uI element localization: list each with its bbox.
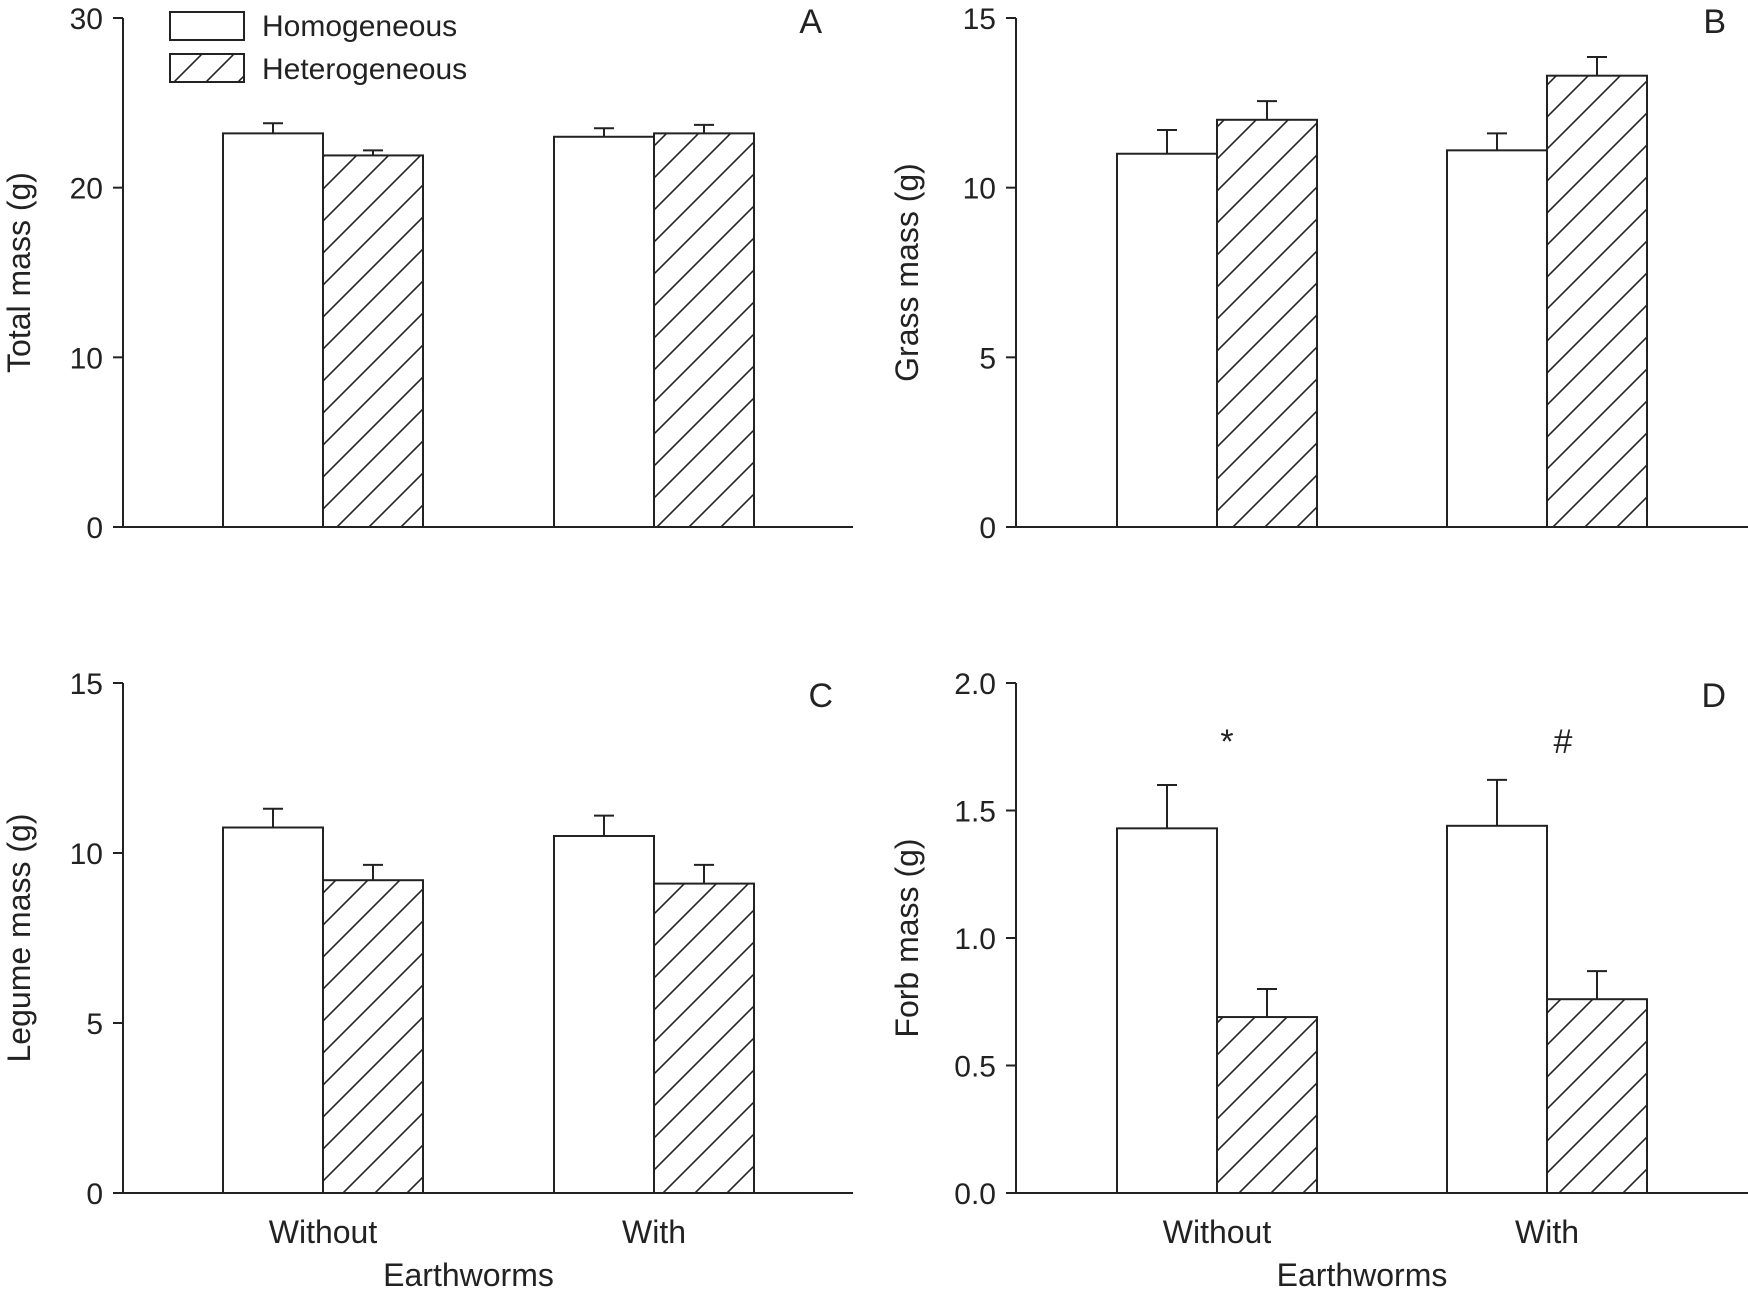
legend: Homogeneous Heterogeneous [169,10,467,86]
bar-homogeneous [222,132,324,529]
y-tick-label: 20 [70,173,103,206]
y-tick-label: 2.0 [954,668,996,701]
bar-heterogeneous [322,154,424,528]
panel-label: D [1701,677,1726,715]
y-tick-label: 15 [70,668,103,701]
y-axis-label: Legume mass (g) [1,814,37,1063]
bar-homogeneous [1116,152,1218,528]
significance-marker: * [1220,723,1233,761]
bar-heterogeneous [1546,74,1648,528]
bar-homogeneous [1116,827,1218,1194]
bar-heterogeneous [653,882,755,1194]
y-tick-label: 1.0 [954,923,996,956]
panel-label: A [799,3,822,41]
panel-d-forb-mass: 0.0 0.5 1.0 1.5 2.0 Forb mass (g) D Without * Wit… [889,668,1748,1293]
bar-homogeneous [553,835,655,1194]
x-tick-label: Without [269,1214,378,1250]
y-tick-label: 15 [963,3,996,36]
panel-b-grass-mass: 0 5 10 15 Grass mass (g) B [889,3,1748,545]
bar-heterogeneous [1216,118,1318,529]
y-axis-label: Total mass (g) [1,172,37,373]
x-axis-label: Earthworms [1277,1257,1448,1293]
y-axis-label: Forb mass (g) [889,838,925,1037]
y-tick-label: 10 [963,173,996,206]
bar-heterogeneous [322,879,424,1194]
panel-label: B [1703,3,1726,41]
x-tick-label: Without [1163,1214,1272,1250]
y-tick-label: 10 [70,838,103,871]
panel-a-total-mass: 0 10 20 30 Total mass (g) A [1,3,853,545]
legend-label-homogeneous: Homogeneous [262,10,457,43]
legend-swatch-heterogeneous [169,53,245,83]
bar-homogeneous [1446,824,1548,1194]
y-tick-label: 1.5 [954,796,996,829]
legend-swatch-homogeneous [169,11,245,41]
y-tick-label: 5 [979,342,996,375]
y-tick-label: 0 [86,512,103,545]
bar-homogeneous [222,826,324,1194]
y-tick-label: 0 [86,1178,103,1211]
y-tick-label: 5 [86,1008,103,1041]
significance-marker: # [1554,723,1573,761]
y-tick-label: 30 [70,3,103,36]
x-axis-label: Earthworms [383,1257,554,1293]
bar-heterogeneous [1216,1016,1318,1194]
y-tick-label: 0 [979,512,996,545]
bar-homogeneous [1446,149,1548,528]
panel-c-legume-mass: 0 5 10 15 Legume mass (g) C Without With Earthwo… [1,668,853,1293]
x-tick-label: With [622,1214,686,1250]
y-tick-label: 0.5 [954,1051,996,1084]
legend-label-heterogeneous: Heterogeneous [262,53,467,86]
bar-homogeneous [553,135,655,528]
panel-label: C [808,677,833,715]
x-tick-label: With [1515,1214,1579,1250]
y-tick-label: 0.0 [954,1178,996,1211]
y-tick-label: 10 [70,342,103,375]
bar-heterogeneous [653,132,755,529]
y-axis-label: Grass mass (g) [889,163,925,382]
bar-heterogeneous [1546,998,1648,1195]
